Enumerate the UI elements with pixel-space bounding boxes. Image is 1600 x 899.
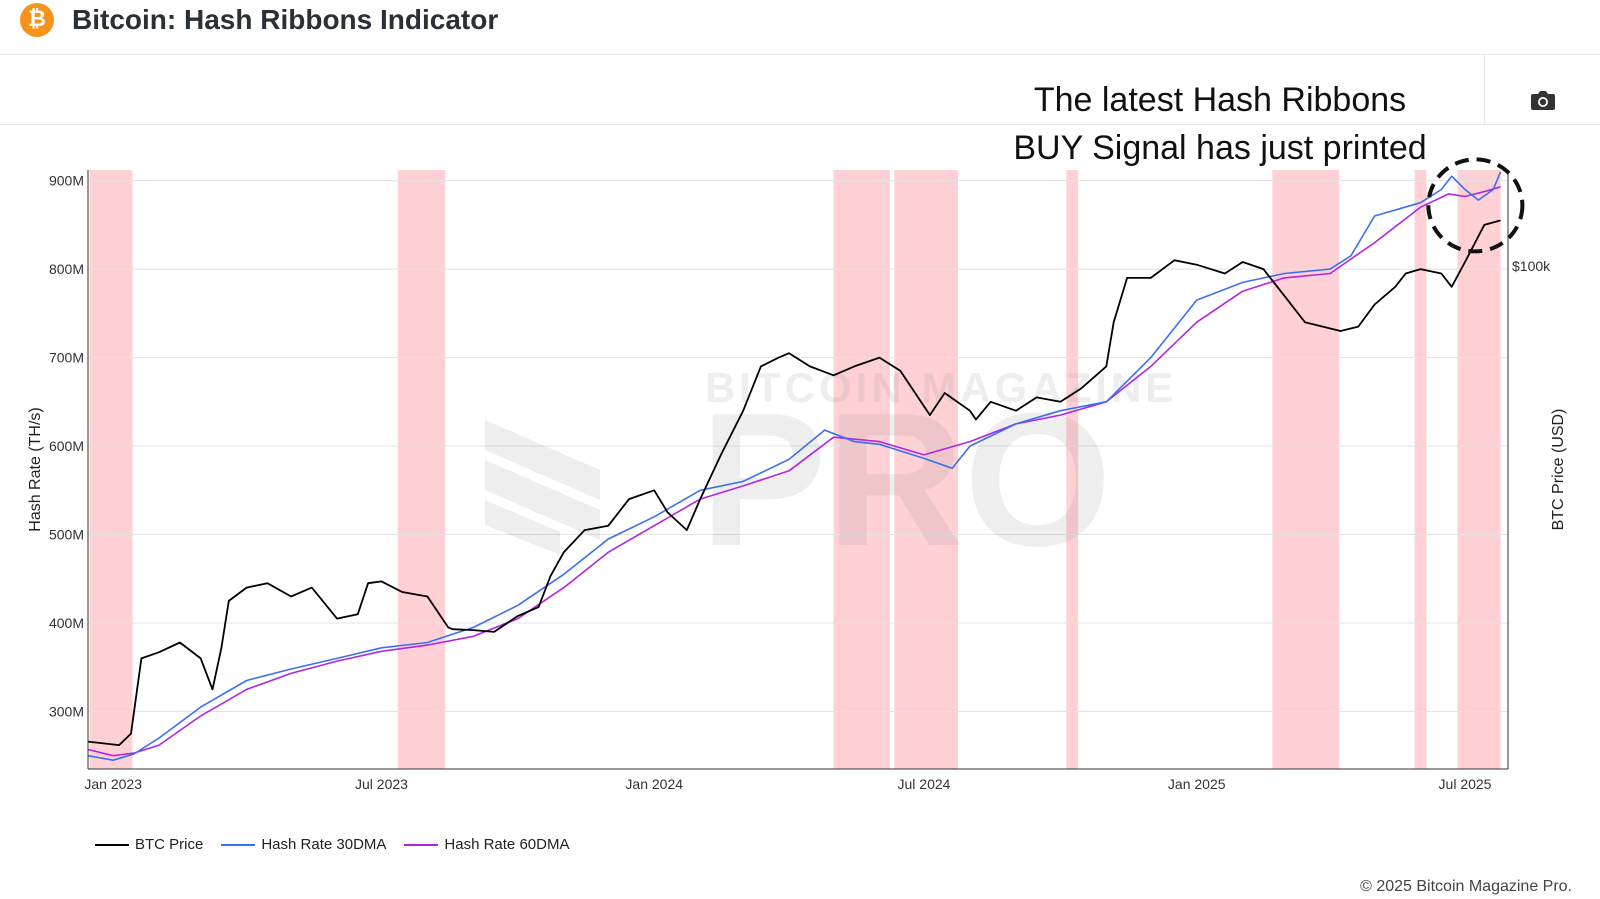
legend-item-hash-rate-60dma[interactable]: Hash Rate 60DMA bbox=[404, 836, 569, 853]
annotation-line-1: The latest Hash Ribbons bbox=[1033, 81, 1407, 119]
legend-label: Hash Rate 30DMA bbox=[261, 836, 387, 853]
capitulation-band-0 bbox=[89, 170, 133, 769]
legend-item-hash-rate-30dma[interactable]: Hash Rate 30DMA bbox=[221, 836, 386, 853]
y2-axis-title: BTC Price (USD) bbox=[1550, 409, 1567, 531]
y-tick-label: 900M bbox=[49, 173, 84, 189]
toolbar-bottom-border bbox=[0, 124, 1600, 125]
capitulation-band-7 bbox=[1457, 170, 1501, 769]
camera-icon[interactable] bbox=[1530, 88, 1556, 112]
y-tick-label: 600M bbox=[49, 438, 84, 454]
y-tick-label: 500M bbox=[49, 527, 84, 543]
y-tick-label: 700M bbox=[49, 350, 84, 366]
toolbar-divider bbox=[1484, 55, 1485, 124]
x-tick-label: Jul 2025 bbox=[1439, 776, 1492, 792]
axes: 300M 400M 500M 600M 700M 800M 900M Jan 2023 Jul … bbox=[27, 170, 1567, 792]
y-tick-label: 800M bbox=[49, 261, 84, 277]
series-lines bbox=[87, 171, 1502, 762]
legend-label: Hash Rate 60DMA bbox=[444, 836, 570, 853]
legend-item-btc-price[interactable]: BTC Price bbox=[95, 836, 203, 853]
annotation-line-2: BUY Signal has just printed bbox=[1013, 129, 1427, 167]
bitcoin-logo-icon: ₿ bbox=[20, 3, 54, 37]
series-line-hash-rate-30dma bbox=[87, 171, 1502, 762]
legend: BTC Price Hash Rate 30DMA Hash Rate 60DMA bbox=[95, 836, 569, 853]
capitulation-band-1 bbox=[397, 170, 446, 769]
x-tick-label: Jan 2025 bbox=[1168, 776, 1226, 792]
page-title: Bitcoin: Hash Ribbons Indicator bbox=[72, 4, 499, 35]
legend-swatch bbox=[221, 843, 256, 846]
grid-lines bbox=[88, 180, 1508, 712]
x-tick-label: Jul 2024 bbox=[898, 776, 951, 792]
series-line-btc-price bbox=[87, 219, 1501, 746]
legend-swatch bbox=[95, 843, 129, 846]
x-tick-label: Jan 2023 bbox=[84, 776, 142, 792]
capitulation-band-4 bbox=[1066, 170, 1079, 769]
capitulation-band-5 bbox=[1272, 170, 1340, 769]
y-axis-title: Hash Rate (TH/s) bbox=[27, 407, 44, 531]
buy-signal-circle bbox=[1426, 157, 1525, 254]
buy-signal-dashed-circle bbox=[1426, 157, 1525, 254]
series-line-hash-rate-60dma bbox=[87, 186, 1501, 757]
svg-text:PRO: PRO bbox=[700, 374, 1112, 586]
capitulation-band-2 bbox=[833, 170, 890, 769]
y2-price-label: $100k bbox=[1512, 258, 1551, 274]
legend-swatch bbox=[404, 843, 439, 846]
copyright: © 2025 Bitcoin Magazine Pro. bbox=[1360, 878, 1572, 895]
x-tick-label: Jul 2023 bbox=[355, 776, 408, 792]
capitulation-bands bbox=[89, 170, 1501, 769]
y-tick-label: 400M bbox=[49, 615, 84, 631]
y-tick-label: 300M bbox=[49, 703, 84, 719]
header: ₿ Bitcoin: Hash Ribbons Indicator bbox=[0, 0, 1600, 55]
capitulation-band-3 bbox=[894, 170, 959, 769]
capitulation-band-6 bbox=[1414, 170, 1427, 769]
annotation-text: The latest Hash Ribbons BUY Signal has j… bbox=[980, 76, 1460, 172]
x-tick-label: Jan 2024 bbox=[625, 776, 683, 792]
watermark-logo: BITCOIN MAGAZINE PRO bbox=[485, 364, 1173, 586]
legend-label: BTC Price bbox=[135, 836, 204, 853]
